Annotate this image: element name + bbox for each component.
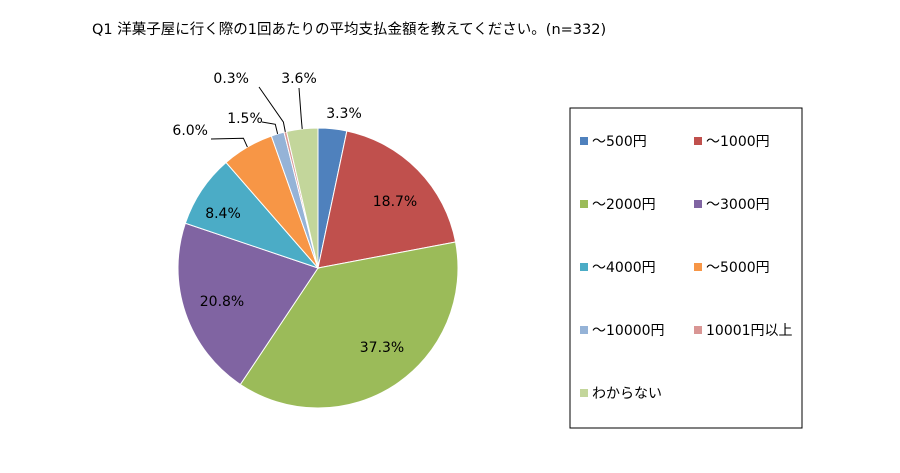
legend-swatch — [580, 326, 588, 334]
pie-slices — [177, 127, 459, 409]
leader-line — [298, 87, 303, 129]
legend-label: 10001円以上 — [706, 323, 793, 339]
legend-label: 〜2000円 — [592, 197, 656, 213]
pie-slice — [239, 241, 459, 409]
legend-swatch — [580, 200, 588, 208]
legend-swatch — [694, 326, 702, 334]
leader-lines — [210, 86, 303, 148]
data-label: 20.8% — [200, 294, 244, 310]
data-label: 3.3% — [326, 106, 362, 122]
data-label: 0.3% — [213, 71, 249, 87]
pie-slice — [177, 222, 319, 386]
legend-swatch — [580, 137, 588, 145]
data-label: 6.0% — [172, 123, 208, 139]
leader-line — [210, 137, 248, 148]
chart-title: Q1 洋菓子屋に行く際の1回あたりの平均支払金額を教えてください。(n=332) — [92, 21, 606, 38]
data-labels: 3.3% 18.7% 37.3% 20.8% 8.4% 6.0% 1.5% 0.3% 3.6% — [172, 71, 417, 356]
legend-label: 〜500円 — [592, 134, 647, 150]
legend-label: 〜1000円 — [706, 134, 770, 150]
legend-swatch — [694, 200, 702, 208]
legend-label: わからない — [592, 386, 662, 402]
legend-swatch — [694, 263, 702, 271]
legend-box — [569, 107, 803, 429]
legend-swatch — [580, 389, 588, 397]
legend-label: 〜3000円 — [706, 197, 770, 213]
data-label: 3.6% — [281, 71, 317, 87]
leader-line — [258, 86, 286, 132]
data-label: 1.5% — [227, 111, 263, 127]
pie-slice — [317, 130, 457, 269]
data-label: 37.3% — [360, 340, 404, 356]
data-label: 18.7% — [373, 194, 417, 210]
legend: 〜500円 〜1000円〜2000円 〜3000円〜4000円 〜5000円〜1000… — [580, 134, 793, 402]
leader-line — [261, 121, 279, 135]
legend-label: 〜5000円 — [706, 260, 770, 276]
legend-swatch — [694, 137, 702, 145]
legend-label: 〜4000円 — [592, 260, 656, 276]
legend-swatch — [580, 263, 588, 271]
legend-label: 〜10000円 — [592, 323, 665, 339]
data-label: 8.4% — [205, 206, 241, 222]
